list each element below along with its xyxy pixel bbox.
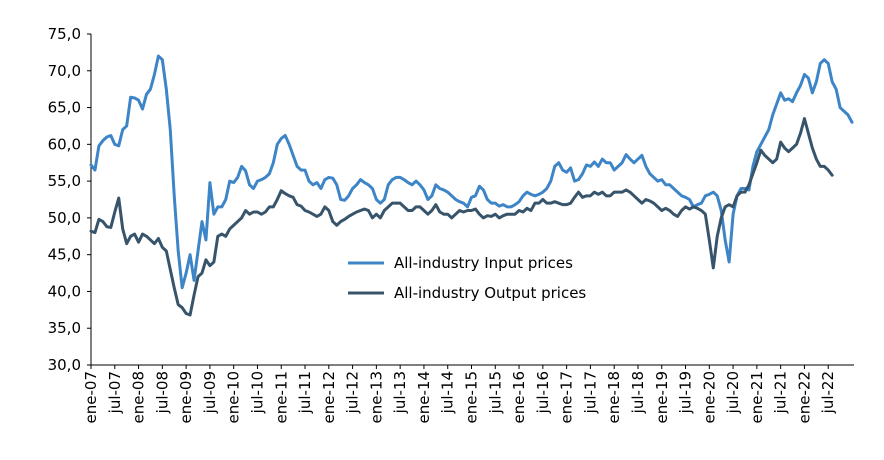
- x-tick-label: jul-15: [486, 371, 504, 414]
- x-tick-label: ene-19: [653, 371, 671, 423]
- x-tick-label: jul-09: [201, 371, 219, 414]
- x-tick-label: ene-07: [82, 371, 100, 423]
- chart-legend: All-industry Input prices All-industry Ou…: [348, 254, 586, 302]
- x-tick-label: jul-08: [153, 371, 171, 414]
- x-tick-label: jul-10: [248, 371, 266, 414]
- x-tick-label: jul-07: [106, 371, 124, 414]
- series-lines: [89, 54, 854, 317]
- y-tick-label: 45,0: [48, 246, 81, 264]
- legend-label-output-prices: All-industry Output prices: [394, 284, 586, 302]
- y-tick-label: 35,0: [48, 319, 81, 337]
- x-tick-label: ene-15: [463, 371, 481, 423]
- x-tick-label: ene-17: [558, 371, 576, 423]
- x-tick-label: jul-19: [677, 371, 695, 414]
- x-tick-label: jul-12: [344, 371, 362, 414]
- y-tick-label: 40,0: [48, 282, 81, 300]
- y-tick-label: 70,0: [48, 62, 81, 80]
- y-tick-label: 65,0: [48, 99, 81, 117]
- x-tick-label: jul-21: [772, 371, 790, 414]
- x-tick-label: ene-10: [225, 371, 243, 423]
- x-tick-label: ene-09: [177, 371, 195, 423]
- x-tick-label: jul-18: [629, 371, 647, 414]
- x-tick-label: ene-21: [748, 371, 766, 423]
- y-tick-label: 30,0: [48, 356, 81, 374]
- x-tick-label: jul-14: [439, 371, 457, 414]
- series-line-input-prices: [89, 54, 854, 290]
- x-tick-label: ene-20: [700, 371, 718, 423]
- x-tick-label: jul-20: [724, 371, 742, 414]
- y-tick-label: 55,0: [48, 172, 81, 190]
- chart-axes: [87, 33, 854, 369]
- x-axis-tick-labels: ene-07 jul-07 ene-08 jul-08 ene-09 jul-09 ene-…: [82, 371, 837, 423]
- x-tick-label: jul-17: [581, 371, 599, 414]
- x-tick-label: jul-11: [296, 371, 314, 414]
- x-tick-label: ene-11: [272, 371, 290, 423]
- series-line-output-prices: [89, 117, 834, 317]
- x-tick-label: ene-13: [367, 371, 385, 423]
- x-tick-label: ene-16: [510, 371, 528, 423]
- y-tick-label: 50,0: [48, 209, 81, 227]
- x-tick-label: jul-16: [534, 371, 552, 414]
- x-tick-label: ene-14: [415, 371, 433, 423]
- y-tick-label: 75,0: [48, 25, 81, 43]
- x-tick-label: ene-08: [130, 371, 148, 423]
- y-tick-label: 60,0: [48, 135, 81, 153]
- y-axis-tick-labels: 30,0 35,0 40,0 45,0 50,0 55,0 60,0 65,0 70,0 75,0: [48, 25, 81, 374]
- x-tick-label: jul-22: [819, 371, 837, 414]
- x-tick-label: ene-12: [320, 371, 338, 423]
- legend-label-input-prices: All-industry Input prices: [394, 254, 573, 272]
- x-tick-label: ene-22: [795, 371, 813, 423]
- x-tick-label: jul-13: [391, 371, 409, 414]
- x-tick-label: ene-18: [605, 371, 623, 423]
